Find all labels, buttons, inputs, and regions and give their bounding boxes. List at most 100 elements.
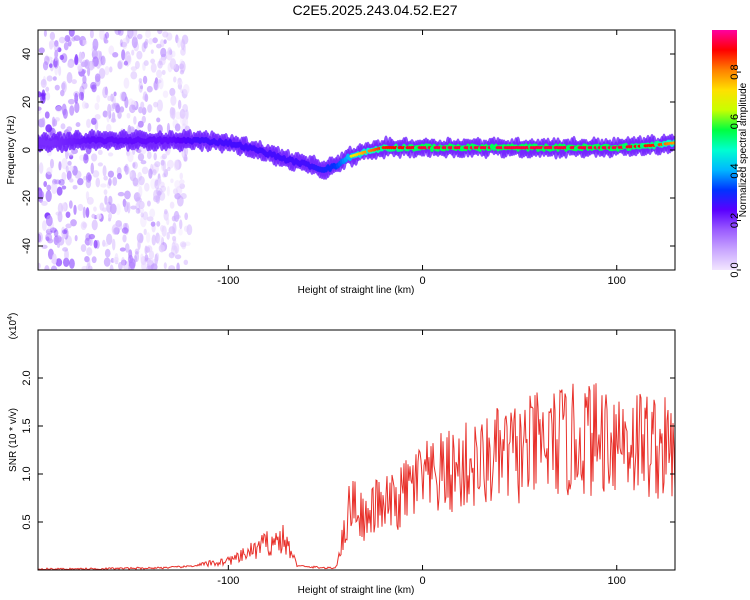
- spectrogram-noise-cell: [80, 53, 85, 60]
- spectrogram-noise-cell: [146, 151, 152, 160]
- spectrogram-noise-cell: [78, 91, 84, 101]
- spectrogram-noise-cell: [38, 233, 42, 243]
- spectrogram-noise-cell: [71, 79, 77, 85]
- spectrogram-noise-cell: [120, 256, 126, 269]
- spectrogram-noise-cell: [146, 200, 151, 207]
- spectrogram-noise-cell: [121, 227, 129, 234]
- snr-panel: 0.5 1.0 1.5 2.0 -100 0 100 Height of straight…: [7, 313, 676, 596]
- spectrogram-noise-cell: [91, 153, 98, 162]
- spectrogram-noise-cell: [156, 99, 163, 112]
- spectrogram-noise-cell: [112, 176, 118, 187]
- colorbar-tick-label: 0.6: [729, 114, 741, 129]
- colorbar: 0.0 0.2 0.4 0.6 0.8 Normalized spectral ampl…: [712, 30, 749, 278]
- colorbar-tick-label: 0.0: [729, 262, 741, 277]
- spectrogram-x-axis-label: Height of straight line (km): [298, 285, 415, 296]
- spectrogram-noise-cell: [55, 258, 63, 267]
- spectrogram-noise-cell: [53, 229, 59, 237]
- spectrogram-noise-cell: [176, 262, 180, 270]
- spectrogram-noise-cell: [142, 75, 148, 85]
- spectrogram-noise-cell: [51, 182, 58, 194]
- spectrogram-noise-cell: [44, 265, 50, 270]
- spectrogram-noise-cell: [104, 195, 108, 205]
- spectrogram-noise-cell: [161, 69, 166, 76]
- spectrogram-noise-cell: [119, 91, 126, 102]
- spectrogram-noise-cell: [146, 265, 153, 270]
- spectrogram-noise-cell: [84, 237, 91, 246]
- spectrogram-noise-cell: [85, 191, 90, 201]
- spectrogram-noise-cell: [46, 226, 53, 232]
- spectrogram-noise-cell: [45, 215, 53, 227]
- spectrogram-noise-cell: [123, 201, 129, 213]
- spectrogram-noise-cell: [72, 184, 78, 190]
- spectrogram-noise-cell: [140, 212, 144, 218]
- spectrogram-noise-cell: [114, 30, 122, 36]
- spectrogram-noise-cell: [140, 215, 147, 228]
- spectrogram-noise-cell: [144, 254, 149, 262]
- spectrogram-noise-cell: [66, 126, 73, 132]
- spectrogram-noise-cell: [170, 178, 174, 184]
- spectrogram-noise-cell: [79, 39, 83, 45]
- spectrogram-noise-cell: [86, 247, 93, 256]
- spectrogram-noise-cell: [179, 219, 183, 230]
- spectrogram-noise-cell: [46, 75, 53, 82]
- spectrogram-noise-cell: [54, 179, 62, 185]
- spectrogram-noise-cell: [106, 123, 112, 132]
- spectrogram-noise-cell: [65, 211, 71, 218]
- spectrogram-noise-cell: [138, 185, 143, 198]
- spectrogram-noise-cell: [80, 61, 86, 68]
- spectrogram-noise-cell: [153, 152, 157, 161]
- spectrogram-noise-cell: [66, 72, 73, 84]
- spectrogram-noise-cell: [82, 206, 86, 219]
- spectrogram-noise-cell: [83, 154, 89, 164]
- spectrogram-noise-cell: [41, 220, 47, 232]
- spectrogram-noise-cell: [131, 104, 136, 111]
- spectrogram-noise-cell: [52, 76, 57, 81]
- spectrogram-noise-cell: [149, 208, 156, 218]
- spectrogram-noise-cell: [142, 61, 146, 71]
- spectrogram-noise-cell: [157, 235, 164, 246]
- spectrogram-ridge-peak: [671, 141, 675, 145]
- spectrogram-noise-cell: [89, 30, 94, 39]
- spectrogram-noise-cell: [55, 105, 62, 112]
- spectrogram-noise-cell: [92, 38, 99, 51]
- spectrogram-noise-cell: [57, 211, 63, 223]
- spectrogram-noise-cell: [121, 49, 126, 61]
- spectrogram-noise-cell: [169, 201, 175, 209]
- spectrogram-noise-cell: [44, 111, 50, 119]
- spectrogram-noise-cell: [179, 63, 185, 70]
- spectrogram-noise-cell: [91, 219, 98, 231]
- spectrogram-noise-cell: [111, 238, 116, 251]
- spectrogram-noise-cell: [170, 95, 177, 106]
- spectrogram-noise-cell: [181, 242, 187, 250]
- snr-y-tick-label: 0.5: [21, 514, 33, 529]
- spectrogram-noise-cell: [184, 212, 189, 221]
- spectrogram-noise-cell: [48, 40, 55, 48]
- spectrogram-noise-cell: [162, 173, 167, 178]
- spectrogram-noise-cell: [100, 55, 106, 66]
- spectrogram-noise-cell: [150, 221, 156, 227]
- spectrogram-noise-cell: [133, 116, 137, 125]
- snr-y-axis-label: SNR (10 * v/v): [8, 408, 19, 472]
- spectrogram-noise-cell: [58, 179, 65, 186]
- spectrogram-noise-cell: [66, 170, 72, 181]
- spectrogram-noise-cell: [46, 167, 53, 175]
- spectrogram-noise-cell: [154, 253, 159, 266]
- spectrogram-noise-cell: [62, 229, 68, 235]
- spectrogram-noise-cell: [171, 241, 176, 251]
- spectrogram-noise-cell: [169, 58, 177, 70]
- spectrogram-noise-cell: [77, 177, 84, 186]
- spectrogram-noise-cell: [64, 249, 69, 261]
- spectrogram-noise-cell: [73, 204, 77, 215]
- spectrogram-noise-cell: [55, 105, 63, 113]
- spectrogram-noise-cell: [122, 234, 127, 243]
- spectrogram-noise-cell: [112, 52, 119, 58]
- spectrogram-noise-cell: [175, 34, 179, 44]
- spectrogram-noise-cell: [169, 107, 176, 116]
- spectrogram-noise-cell: [67, 60, 74, 69]
- spectrogram-noise-cell: [103, 189, 108, 195]
- spectrogram-noise-cell: [131, 36, 138, 49]
- spectrogram-noise-cell: [51, 116, 56, 128]
- spectrogram-noise-cell: [157, 30, 163, 35]
- spectrogram-noise-cell: [144, 245, 148, 255]
